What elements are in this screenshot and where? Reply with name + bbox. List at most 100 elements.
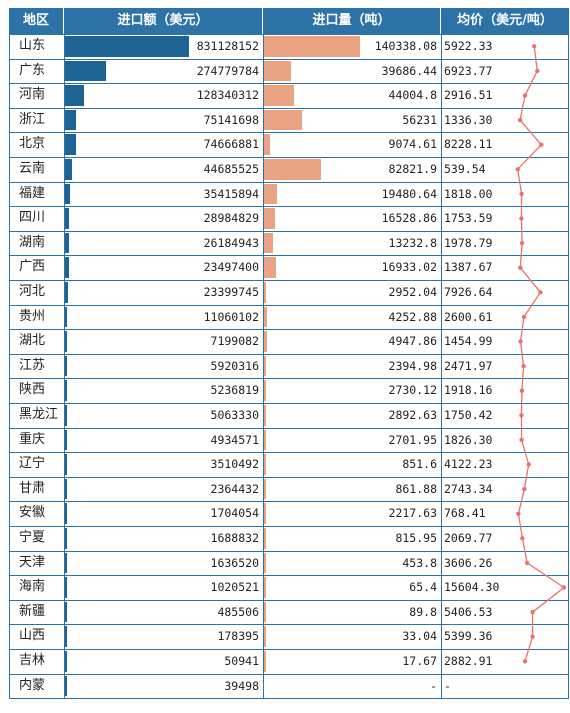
price-point <box>518 339 523 344</box>
region-cell: 新疆 <box>19 603 46 619</box>
header-import-volume: 进口量（吨） <box>263 8 441 34</box>
price-cell: 2916.51 <box>444 88 493 103</box>
row-divider <box>9 624 569 626</box>
value-bar <box>65 109 77 131</box>
price-point <box>524 560 530 566</box>
region-cell: 辽宁 <box>19 456 46 472</box>
volume-bar <box>264 355 266 377</box>
price-cell: 5922.33 <box>444 39 493 53</box>
region-cell: 宁夏 <box>19 530 46 545</box>
row-divider <box>9 58 569 60</box>
header-avg-price: 均价（美元/吨） <box>441 8 569 34</box>
value-bar <box>65 257 69 278</box>
value-bar <box>65 503 67 524</box>
region-cell: 福建 <box>19 185 46 201</box>
value-bar <box>65 159 72 180</box>
price-point <box>519 388 525 393</box>
value-bar <box>65 552 67 574</box>
value-bar <box>65 355 67 377</box>
price-cell: - <box>444 678 451 693</box>
region-cell: 黑龙江 <box>19 407 59 422</box>
value-bar <box>65 528 67 549</box>
volume-cell: 2730.12 <box>388 383 437 398</box>
volume-bar <box>264 282 267 303</box>
price-point <box>522 93 528 98</box>
value-bar <box>65 675 67 697</box>
value-cell: 5920316 <box>210 358 259 373</box>
row-divider <box>9 230 569 232</box>
value-bar <box>65 429 67 451</box>
value-bar <box>65 60 106 82</box>
region-cell: 甘肃 <box>19 480 46 496</box>
value-bar <box>65 183 71 205</box>
row-divider <box>9 403 569 404</box>
row-divider <box>9 476 569 478</box>
volume-bar <box>264 454 266 475</box>
row-divider <box>9 280 569 281</box>
volume-bar <box>264 478 266 500</box>
price-cell: 2471.97 <box>444 358 493 373</box>
column-divider <box>64 8 65 699</box>
row-divider <box>9 501 569 503</box>
volume-cell: 16528.86 <box>381 211 437 226</box>
price-point <box>538 290 543 295</box>
region-cell: 广西 <box>19 259 46 275</box>
value-cell: 274779784 <box>196 63 259 78</box>
price-line <box>517 46 566 662</box>
volume-bar <box>264 601 266 623</box>
price-cell: 3606.26 <box>444 555 493 570</box>
row-divider <box>9 206 569 208</box>
price-cell: 768.41 <box>444 506 486 521</box>
price-point <box>519 191 524 197</box>
price-point <box>515 167 520 172</box>
price-cell: 1387.67 <box>444 260 493 275</box>
value-cell: 485506 <box>217 604 259 619</box>
region-cell: 河北 <box>19 284 46 299</box>
value-cell: 178395 <box>217 629 259 644</box>
volume-bar <box>264 306 267 328</box>
header-region: 地区 <box>9 8 64 34</box>
row-divider <box>9 526 569 527</box>
region-cell: 四川 <box>19 210 46 226</box>
row-divider <box>9 34 569 35</box>
region-cell: 吉林 <box>19 653 46 668</box>
price-point <box>519 437 524 443</box>
price-point <box>526 462 531 467</box>
value-bar <box>65 232 69 254</box>
volume-cell: 19480.64 <box>381 186 437 201</box>
volume-cell: 65.4 <box>409 580 437 595</box>
price-point <box>532 44 537 49</box>
volume-cell: 861.88 <box>395 481 437 496</box>
row-divider <box>9 599 569 601</box>
region-cell: 河南 <box>19 87 46 103</box>
price-cell: 1918.16 <box>444 383 493 398</box>
region-cell: 贵州 <box>19 308 46 324</box>
volume-cell: 13232.8 <box>388 235 437 250</box>
price-cell: 4122.23 <box>444 457 493 472</box>
volume-bar <box>264 405 266 426</box>
value-cell: 50941 <box>224 654 259 668</box>
value-cell: 74666881 <box>203 137 259 152</box>
value-cell: 128340312 <box>196 88 259 103</box>
price-cell: 1454.99 <box>444 334 493 349</box>
value-cell: 23399745 <box>203 285 259 299</box>
volume-cell: 2701.95 <box>388 432 437 447</box>
value-bar <box>65 454 67 475</box>
volume-cell: 4252.88 <box>388 309 437 324</box>
volume-cell: 2952.04 <box>388 285 437 299</box>
price-cell: 2882.91 <box>444 654 493 668</box>
region-cell: 内蒙 <box>19 677 46 693</box>
import-data-table: 地区 进口额（美元） 进口量（吨） 均价（美元/吨） 山东 831128152 14… <box>9 8 569 707</box>
volume-bar <box>264 134 271 155</box>
value-cell: 11060102 <box>203 309 259 324</box>
volume-cell: 453.8 <box>402 555 437 570</box>
value-bar <box>65 36 189 57</box>
value-cell: 3510492 <box>210 457 259 472</box>
column-divider <box>9 8 10 699</box>
region-cell: 山东 <box>19 38 46 53</box>
value-cell: 4934571 <box>210 432 259 447</box>
row-divider <box>9 575 569 577</box>
volume-bar <box>264 36 360 57</box>
price-point <box>521 314 527 320</box>
price-cell: 1818.00 <box>444 186 493 201</box>
